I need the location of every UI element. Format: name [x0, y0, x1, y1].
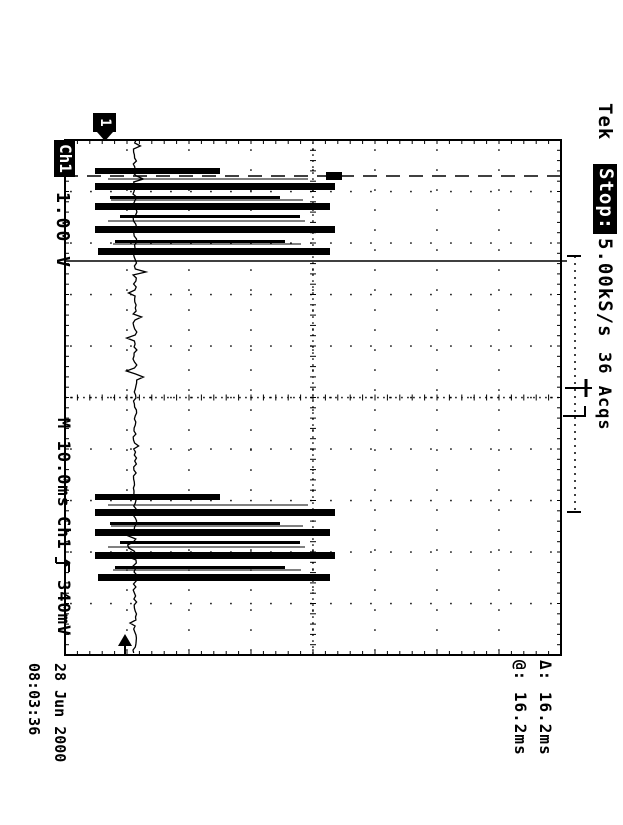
cursor-at-readout: @: 16.2ms [511, 660, 530, 756]
waveform-pulse [95, 183, 335, 190]
waveform-pulse [110, 196, 280, 199]
brand-label: Tek [594, 103, 616, 141]
waveform-pulse [120, 541, 300, 544]
waveform-pulse [95, 168, 220, 174]
waveform-pulse [95, 552, 335, 559]
waveform-bursts [95, 168, 335, 581]
waveform-pulse [110, 522, 280, 525]
date-label: 28 Jun 2000 [51, 663, 69, 763]
waveform-pulse [115, 240, 285, 243]
channel-1-position-marker: 1 [93, 113, 116, 141]
acquisition-status-badge: Stop: [593, 164, 617, 235]
trigger-level-readout: 340mV [53, 580, 73, 637]
time-label: 08:03:36 [25, 663, 43, 736]
waveform-pulse [95, 494, 220, 500]
channel-marker-arrow-icon [97, 132, 113, 141]
waveform-pulse [98, 574, 330, 581]
waveform-pulse [115, 566, 285, 569]
waveform-pulse [95, 203, 330, 210]
trigger-source-readout: Ch1 [53, 516, 73, 550]
waveform-pulse [95, 529, 330, 536]
sample-rate-readout: 5.00kS/s [594, 238, 616, 338]
record-view-window-bracket [563, 406, 586, 417]
waveform-pulse [95, 226, 335, 233]
waveform-pulse [120, 215, 300, 218]
active-cursor-handle [326, 172, 342, 180]
channel-marker-number: 1 [97, 118, 113, 127]
cursor-delta-readout: Δ: 16.2ms [536, 660, 555, 756]
trigger-level-arrow-icon [118, 634, 132, 646]
waveform-pulse [95, 509, 335, 516]
timebase-readout: M 10.0ms [53, 418, 73, 508]
waveform-pulse [98, 248, 330, 255]
channel-badge: Ch1 [54, 140, 75, 177]
acquisition-count: 36 Acqs [594, 352, 614, 431]
channel-scale-readout: 1.00 V [52, 192, 73, 270]
